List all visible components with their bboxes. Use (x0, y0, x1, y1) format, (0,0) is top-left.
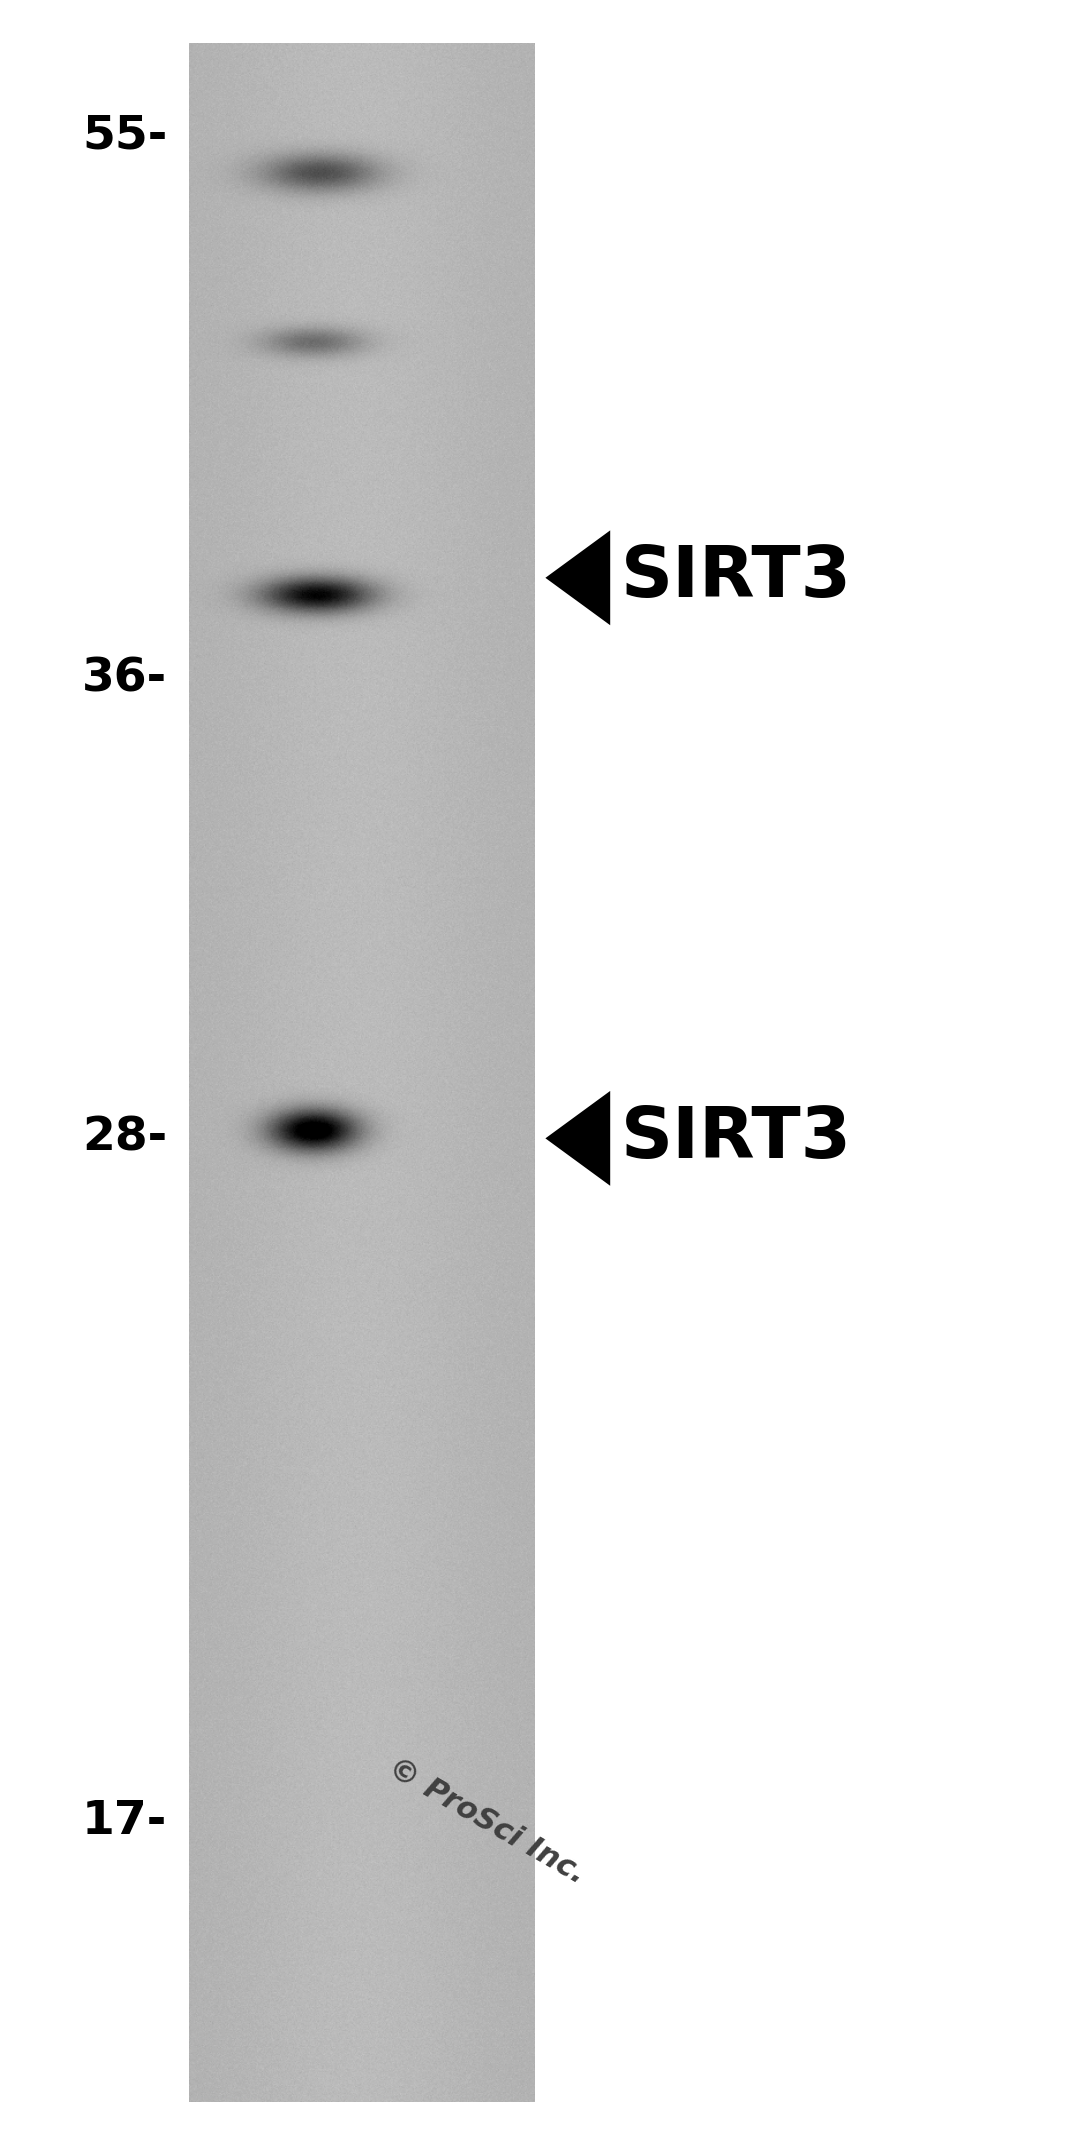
Text: 55-: 55- (82, 114, 167, 157)
Text: © ProSci Inc.: © ProSci Inc. (383, 1753, 591, 1891)
Polygon shape (545, 1091, 610, 1186)
Text: 28-: 28- (82, 1117, 167, 1160)
Text: 17-: 17- (82, 1800, 167, 1843)
Text: SIRT3: SIRT3 (621, 543, 852, 612)
Polygon shape (545, 530, 610, 625)
Text: 36-: 36- (82, 658, 167, 701)
Text: SIRT3: SIRT3 (621, 1104, 852, 1173)
